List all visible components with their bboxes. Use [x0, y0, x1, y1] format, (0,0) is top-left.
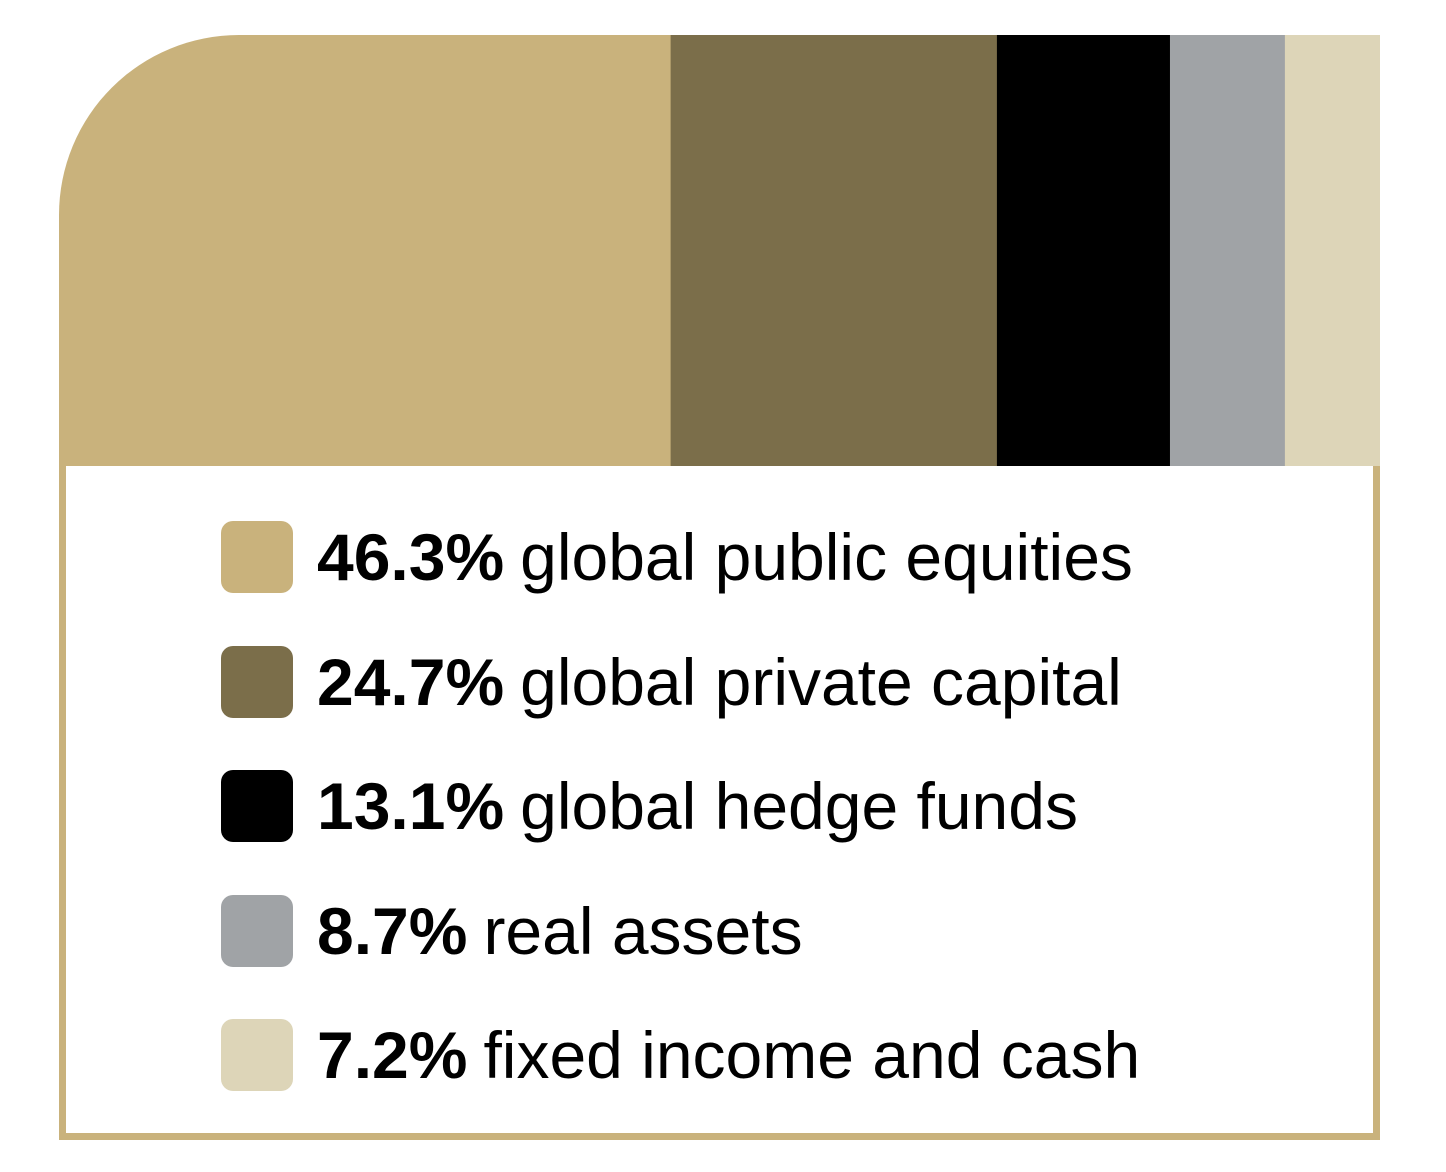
legend-swatch — [221, 645, 293, 718]
legend-value: 7.2% — [317, 1018, 468, 1092]
legend-swatch — [221, 521, 293, 593]
legend-swatch — [221, 894, 293, 967]
bar-segment-global-hedge-funds — [996, 35, 1171, 466]
legend-text: 24.7% global private capital — [317, 646, 1122, 718]
legend-value: 46.3% — [317, 520, 505, 594]
legend-value: 8.7% — [317, 893, 468, 968]
legend-panel: 46.3% global public equities 24.7% global … — [59, 466, 1380, 1140]
bar-segment-global-private-capital — [670, 35, 998, 466]
legend-item-global-public-equities: 46.3% global public equities — [221, 521, 1140, 593]
legend-swatch — [221, 1019, 293, 1091]
legend-text: 46.3% global public equities — [317, 521, 1133, 593]
legend: 46.3% global public equities 24.7% global … — [221, 521, 1140, 1091]
legend-item-fixed-income-and-cash: 7.2% fixed income and cash — [221, 1019, 1140, 1091]
bar-segment-global-public-equities — [59, 35, 672, 466]
legend-text: 8.7% real assets — [317, 895, 803, 967]
legend-label: global private capital — [520, 644, 1122, 719]
bar-segment-real-assets — [1169, 35, 1286, 466]
legend-item-real-assets: 8.7% real assets — [221, 894, 1140, 967]
legend-value: 24.7% — [317, 644, 505, 719]
legend-text: 7.2% fixed income and cash — [317, 1019, 1140, 1091]
legend-label: global hedge funds — [520, 769, 1078, 843]
legend-label: global public equities — [520, 520, 1133, 594]
legend-text: 13.1% global hedge funds — [317, 770, 1078, 842]
legend-value: 13.1% — [317, 769, 505, 843]
legend-item-global-hedge-funds: 13.1% global hedge funds — [221, 770, 1140, 842]
legend-label: real assets — [483, 893, 803, 968]
bar-segment-fixed-income-and-cash — [1284, 35, 1380, 466]
legend-item-global-private-capital: 24.7% global private capital — [221, 645, 1140, 718]
legend-label: fixed income and cash — [483, 1018, 1141, 1092]
legend-swatch — [221, 770, 293, 842]
